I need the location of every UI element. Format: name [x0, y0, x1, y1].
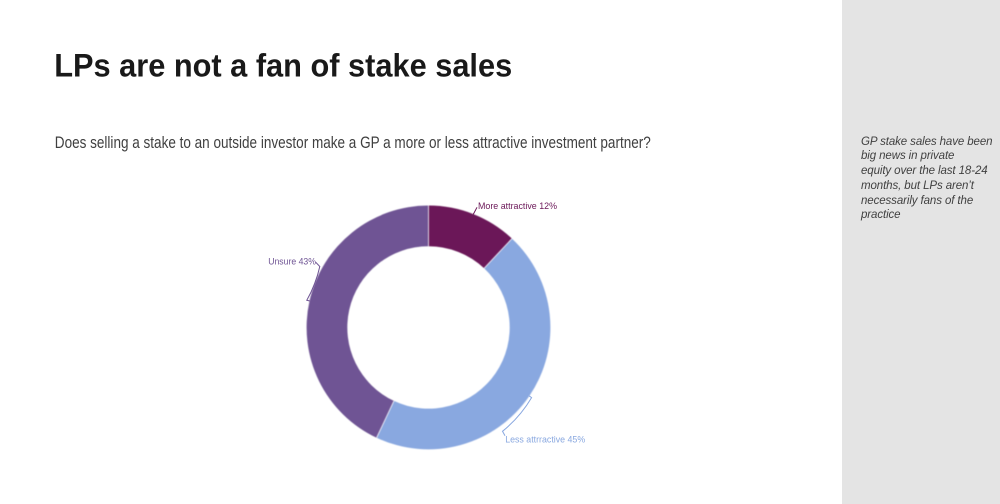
svg-text:LPs are not a fan of stake sal: LPs are not a fan of stake sales	[54, 46, 512, 83]
svg-text:Does selling a stake to an out: Does selling a stake to an outside inves…	[55, 134, 651, 152]
svg-text:Less attrractive 45%: Less attrractive 45%	[505, 434, 585, 444]
svg-text:More attractive 12%: More attractive 12%	[478, 201, 557, 211]
svg-text:Unsure 43%: Unsure 43%	[268, 257, 316, 267]
